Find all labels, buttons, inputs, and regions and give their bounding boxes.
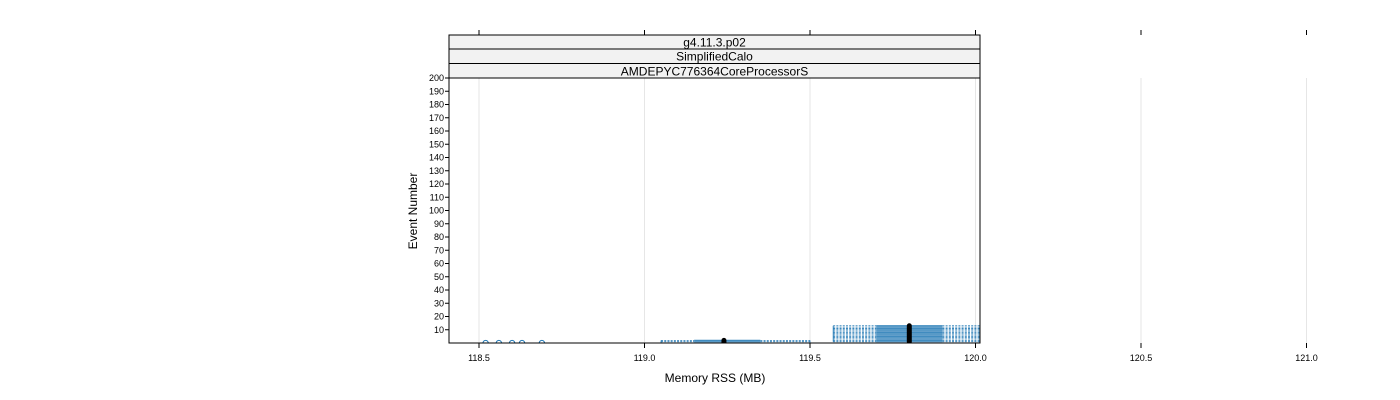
grid-lines — [478, 78, 1307, 343]
x-tick-label-0: 118.5 — [468, 353, 490, 363]
strip-2: SimplifiedCalo — [448, 48, 981, 64]
y-tick-label-0: 10 — [434, 325, 444, 335]
y-tick-label-5: 60 — [434, 259, 444, 269]
y-tick-label-13: 140 — [429, 153, 444, 163]
x-tick-label-1: 119.0 — [634, 353, 656, 363]
x-tick-label-2: 119.5 — [799, 353, 821, 363]
strip-3-bg — [448, 63, 981, 79]
y-tick-label-10: 110 — [430, 192, 444, 202]
y-axis: 10 20 30 40 50 60 70 80 90 100 110 120 130 140 150 160 1… — [429, 73, 449, 335]
x-axis: 118.5 119.0 119.5 120.0 120.5 121.0 — [468, 30, 1318, 363]
box-group-7 — [1197, 94, 1283, 168]
plot-frame — [448, 77, 981, 344]
y-tick-label-17: 180 — [429, 100, 444, 110]
strip-3: AMDEPYC776364CoreProcessorS — [448, 63, 981, 79]
y-tick-label-14: 150 — [429, 139, 444, 149]
data-layer — [482, 78, 1400, 343]
box-group-8 — [1184, 78, 1273, 94]
x-tick-label-4: 120.5 — [1130, 353, 1153, 363]
box-group-6 — [1323, 168, 1400, 177]
y-tick-label-11: 120 — [429, 179, 444, 189]
outlier-point — [1082, 325, 1087, 330]
x-tick-label-5: 121.0 — [1295, 353, 1318, 363]
y-tick-label-2: 30 — [434, 298, 444, 308]
y-tick-label-18: 190 — [429, 86, 444, 96]
box-group-1 — [832, 323, 980, 343]
box-group-2 — [1058, 302, 1164, 326]
box-group-3 — [1164, 226, 1257, 302]
y-tick-label-8: 90 — [434, 219, 444, 229]
strip-1-label: g4.11.3.p02 — [683, 36, 746, 50]
y-tick-label-7: 80 — [434, 232, 444, 242]
strip-1: g4.11.3.p02 — [448, 34, 981, 50]
box-group-5 — [1161, 177, 1250, 214]
y-tick-label-1: 20 — [434, 312, 444, 322]
y-tick-label-4: 50 — [434, 272, 444, 282]
y-axis-title: Event Number — [406, 173, 420, 250]
strip-2-label: SimplifiedCalo — [676, 50, 753, 64]
x-axis-title: Memory RSS (MB) — [665, 371, 766, 385]
y-tick-label-12: 130 — [429, 166, 444, 176]
y-tick-label-3: 40 — [434, 285, 444, 295]
y-tick-label-15: 160 — [429, 126, 444, 136]
y-tick-label-19: 200 — [429, 73, 444, 83]
y-tick-label-6: 70 — [434, 245, 444, 255]
y-tick-label-16: 170 — [429, 113, 444, 123]
x-tick-label-3: 120.0 — [964, 353, 987, 363]
box-group-4 — [1167, 214, 1256, 226]
strip-3-label: AMDEPYC776364CoreProcessorS — [621, 65, 808, 79]
y-tick-label-9: 100 — [429, 206, 444, 216]
